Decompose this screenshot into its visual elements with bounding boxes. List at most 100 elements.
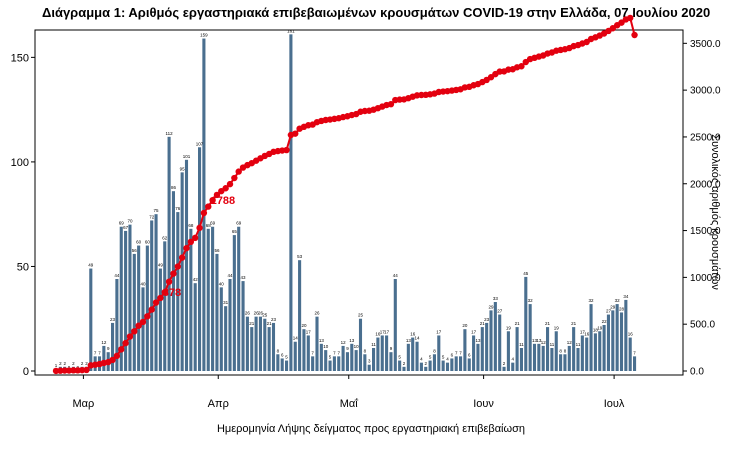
bar bbox=[589, 304, 593, 371]
bar-value-label: 27 bbox=[497, 309, 503, 314]
bar-value-label: 11 bbox=[371, 342, 376, 347]
bar bbox=[271, 322, 276, 371]
bar-value-label: 49 bbox=[158, 263, 164, 268]
bar bbox=[611, 310, 615, 371]
bar bbox=[411, 337, 415, 371]
bar-value-label: 17 bbox=[380, 329, 386, 334]
bar bbox=[559, 354, 563, 371]
bar bbox=[602, 325, 606, 371]
bar-value-label: 21 bbox=[515, 321, 521, 326]
cumulative-point bbox=[183, 244, 190, 252]
bar bbox=[285, 360, 289, 371]
plot-frame bbox=[34, 29, 684, 376]
bar-value-label: 7 bbox=[455, 350, 458, 355]
bar bbox=[119, 226, 123, 371]
bar bbox=[563, 354, 567, 371]
bar-value-label: 21 bbox=[249, 321, 255, 326]
bar-value-label: 8 bbox=[433, 348, 436, 353]
bar bbox=[372, 348, 376, 371]
x-tick-label: Μαρ bbox=[73, 398, 95, 410]
bar-value-label: 101 bbox=[183, 154, 191, 159]
bar bbox=[232, 235, 236, 371]
bar-value-label: 60 bbox=[145, 240, 151, 245]
bar-value-label: 45 bbox=[523, 271, 529, 276]
bar-value-label: 2 bbox=[72, 361, 75, 366]
bar bbox=[593, 333, 597, 371]
cumulative-labels: 878 1788 3589 bbox=[163, 0, 648, 299]
bar-value-label: 8 bbox=[277, 348, 280, 353]
bar bbox=[624, 299, 628, 371]
bar bbox=[124, 230, 128, 371]
bar-value-label: 16 bbox=[375, 332, 381, 337]
cumulative-point bbox=[161, 288, 168, 296]
y-right-tick-label: 500.0 bbox=[690, 320, 715, 331]
bar bbox=[546, 327, 550, 371]
bar-value-label: 43 bbox=[241, 275, 247, 280]
cumulative-point bbox=[292, 130, 299, 137]
bar-value-label: 2 bbox=[424, 361, 427, 366]
cumulative-point bbox=[235, 168, 242, 175]
bar bbox=[224, 306, 228, 371]
bar bbox=[158, 268, 162, 371]
bar bbox=[554, 331, 558, 371]
y-right-tick-label: 2000.0 bbox=[690, 179, 721, 190]
cumulative-point bbox=[135, 322, 142, 329]
bar-value-label: 69 bbox=[210, 221, 216, 226]
bar bbox=[111, 322, 115, 371]
bar-value-label: 32 bbox=[589, 298, 595, 303]
bar-value-label: 17 bbox=[384, 329, 390, 334]
bar-value-label: 16 bbox=[628, 332, 634, 337]
bar bbox=[328, 360, 332, 371]
bar bbox=[402, 366, 406, 371]
bar-value-label: 2 bbox=[81, 361, 84, 366]
bar-value-label: 2 bbox=[403, 361, 406, 366]
bar-value-label: 4 bbox=[446, 357, 449, 362]
bar bbox=[298, 260, 302, 371]
bar-value-label: 16 bbox=[410, 332, 416, 337]
bar bbox=[128, 224, 132, 371]
bar-value-label: 22 bbox=[602, 319, 608, 324]
bar-value-label: 13 bbox=[532, 338, 538, 343]
chart-title: Διάγραμμα 1: Αριθμός εργαστηριακά επιβεβ… bbox=[42, 5, 710, 20]
bar bbox=[585, 337, 589, 371]
bar-value-label: 17 bbox=[580, 329, 586, 334]
cumulative-point bbox=[131, 328, 138, 335]
bar-value-label: 13 bbox=[349, 338, 355, 343]
bar-value-label: 9 bbox=[390, 346, 393, 351]
x-tick-label: Μαΐ bbox=[340, 398, 359, 410]
bar-value-label: 5 bbox=[429, 355, 432, 360]
bar-value-label: 26 bbox=[254, 311, 260, 316]
bar bbox=[550, 348, 554, 371]
bar-value-label: 5 bbox=[398, 355, 401, 360]
bar-value-label: 10 bbox=[323, 344, 329, 349]
bar-value-label: 19 bbox=[554, 325, 560, 330]
bar bbox=[302, 329, 306, 371]
bar bbox=[245, 316, 249, 371]
bar-value-labels: 1220202249771292344696770566040607275496… bbox=[55, 28, 637, 370]
y-left-tick-label: 0 bbox=[23, 366, 29, 378]
bar-value-label: 19 bbox=[597, 325, 603, 330]
bar-value-label: 25 bbox=[358, 313, 364, 318]
bar bbox=[432, 354, 436, 371]
bar bbox=[341, 345, 345, 371]
bar bbox=[628, 337, 632, 371]
bar bbox=[193, 283, 197, 371]
bar-value-label: 9 bbox=[107, 346, 110, 351]
bar bbox=[115, 279, 119, 371]
cumulative-point bbox=[231, 174, 238, 182]
bar-value-label: 11 bbox=[519, 342, 524, 347]
bar bbox=[150, 220, 154, 371]
bar bbox=[167, 136, 171, 371]
bar-value-label: 4 bbox=[420, 357, 423, 362]
bar-value-label: 31 bbox=[223, 300, 229, 305]
bar bbox=[619, 312, 624, 371]
bar-value-label: 56 bbox=[214, 248, 220, 253]
bar bbox=[532, 343, 537, 371]
cumulative-label: 878 bbox=[163, 287, 181, 299]
bar-value-label: 49 bbox=[88, 263, 94, 268]
bar bbox=[254, 316, 258, 371]
bar-value-label: 62 bbox=[162, 235, 168, 240]
bar bbox=[219, 287, 223, 371]
bar bbox=[385, 335, 389, 371]
x-tick-label: Ιουλ bbox=[604, 398, 625, 410]
